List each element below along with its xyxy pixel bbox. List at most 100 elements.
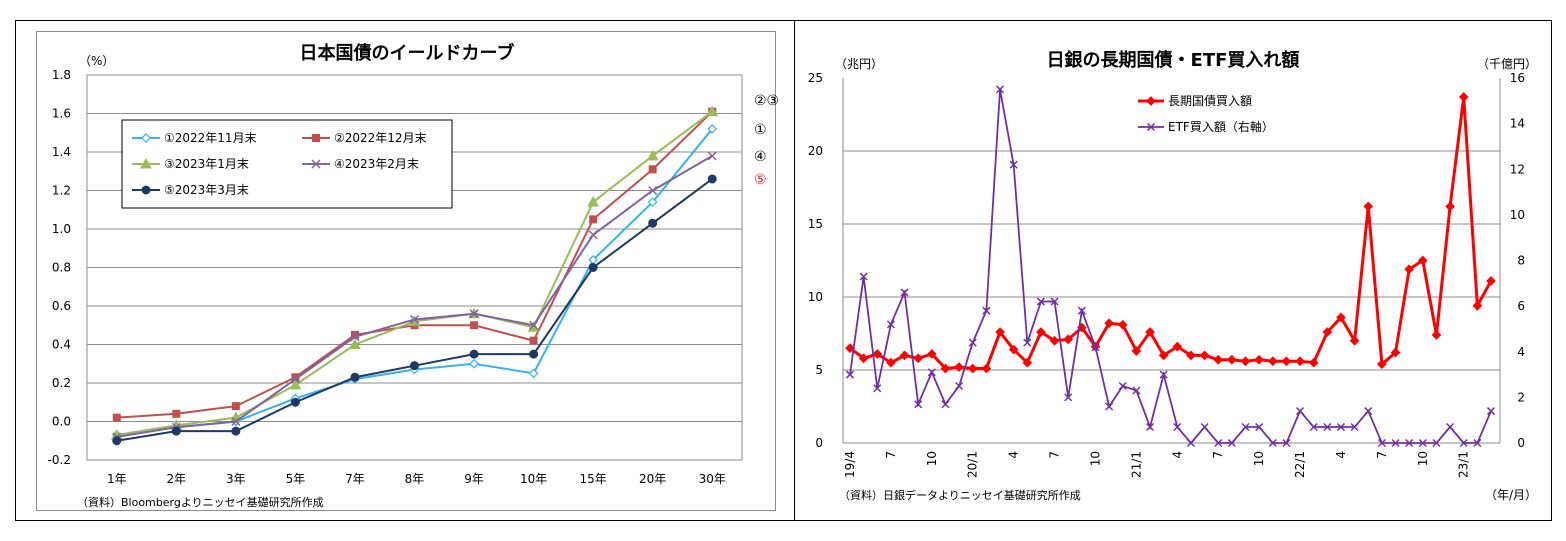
x-tick-label: 10 [1416,451,1430,466]
data-point-2 [859,272,868,281]
data-point-5 [112,436,122,446]
right-tick-label: 14 [1510,117,1525,131]
y-tick-label: -0.2 [48,453,71,467]
data-point-1 [1131,346,1142,356]
series-line-2 [849,89,1492,445]
x-tick-label: 22/1 [1293,451,1307,478]
y-tick-label: 0.4 [52,338,71,352]
chart-title: 日銀の長期国債・ETF買入れ額 [1047,49,1300,71]
x-axis-unit: （年/月） [1485,488,1537,502]
data-point-5 [588,263,598,272]
right-tick-label: 0 [1517,436,1525,450]
data-point-1 [707,124,718,134]
x-tick-label: 7 [1375,451,1389,459]
data-point-2 [1432,438,1441,448]
data-point-2 [470,321,479,330]
data-point-2 [1296,407,1305,416]
data-point-1 [1213,354,1224,365]
x-tick-label: 7 [1211,451,1225,459]
data-point-1 [1199,350,1210,361]
data-point-1 [1322,327,1333,337]
data-point-1 [858,353,869,364]
x-tick-label: 4 [1334,451,1348,459]
data-point-2 [927,368,936,377]
data-point-1 [1008,344,1019,355]
data-point-1 [1267,356,1278,367]
data-point-2 [1364,407,1373,416]
data-point-2 [1023,338,1032,347]
y-tick-label: 0.8 [52,261,71,275]
data-point-5 [350,372,360,382]
series-line-5 [116,178,713,442]
x-tick-label: 4 [1007,451,1021,459]
data-point-2 [955,381,964,390]
data-point-2 [172,409,181,418]
data-point-4 [648,185,658,196]
y-tick-label: 0.6 [52,299,71,313]
x-tick-label: 7 [1048,451,1062,459]
data-point-1 [469,358,479,369]
data-point-1 [1458,92,1469,102]
data-point-4 [350,332,360,342]
data-point-2 [1309,423,1318,432]
data-point-2 [873,384,882,393]
data-point-4 [588,230,598,240]
data-point-1 [926,349,937,359]
data-point-2 [1186,438,1195,448]
data-point-1 [1417,255,1428,266]
x-tick-label: 10年 [520,472,547,486]
data-point-2 [1173,423,1182,432]
data-point-3 [587,196,599,207]
data-point-1 [1104,318,1114,329]
data-point-3 [527,321,540,332]
data-point-1 [1049,335,1060,346]
legend-label: ④2023年2月末 [334,157,419,171]
data-point-4 [409,314,420,325]
data-point-5 [410,361,419,371]
data-point-2 [1268,438,1277,448]
chart-title: 日本国債のイールドカーブ [300,42,515,64]
data-point-1 [1472,300,1483,311]
legend-marker [311,159,321,169]
data-point-5 [469,349,479,359]
data-point-1 [1390,347,1401,358]
data-point-1 [1349,335,1360,346]
data-point-1 [1377,359,1387,370]
data-point-4 [707,151,717,161]
data-point-3 [289,378,302,390]
y-tick-label: 1.6 [52,107,71,121]
data-point-1 [1117,319,1128,330]
data-point-2 [900,288,909,297]
x-tick-label: 20/1 [966,451,980,478]
boj-purchase-panel: 日銀の長期国債・ETF買入れ額 （兆円） （千億円） 25 20 15 10 5 0 16 14 12… [794,20,1552,521]
series-end-label: ① [754,122,767,138]
legend-marker [141,185,151,195]
data-point-2 [1118,381,1127,390]
right-tick-label: 16 [1510,71,1525,85]
legend-marker [141,133,151,143]
x-tick-label: 4 [1170,451,1184,459]
data-point-2 [1377,438,1386,448]
left-tick-label: 25 [808,71,823,85]
right-tick-label: 10 [1510,208,1525,222]
data-point-1 [647,197,658,207]
series-line-1 [849,96,1493,371]
data-point-3 [349,338,361,349]
data-point-1 [1145,327,1155,337]
data-point-1 [528,368,539,379]
left-axis-unit: （兆円） [835,57,883,71]
x-tick-label: 15年 [579,472,606,486]
data-point-4 [231,416,241,427]
data-point-1 [1445,201,1455,212]
data-point-1 [1063,334,1074,345]
x-tick-label: 10 [1088,451,1102,466]
x-tick-label: 20年 [639,472,666,486]
data-point-2 [1459,438,1468,448]
data-point-1 [872,349,883,359]
x-tick-label: 21/1 [1129,451,1143,478]
yield-curve-chart-area: 日本国債のイールドカーブ （%） 1.8 1.6 1.4 1.2 1.0 0.8 0.6 0.4 0… [36,31,779,511]
y-tick-label: 1.8 [52,68,71,82]
data-point-1 [1158,350,1169,361]
data-point-2 [995,85,1005,94]
x-tick-label: 1年 [107,472,127,486]
